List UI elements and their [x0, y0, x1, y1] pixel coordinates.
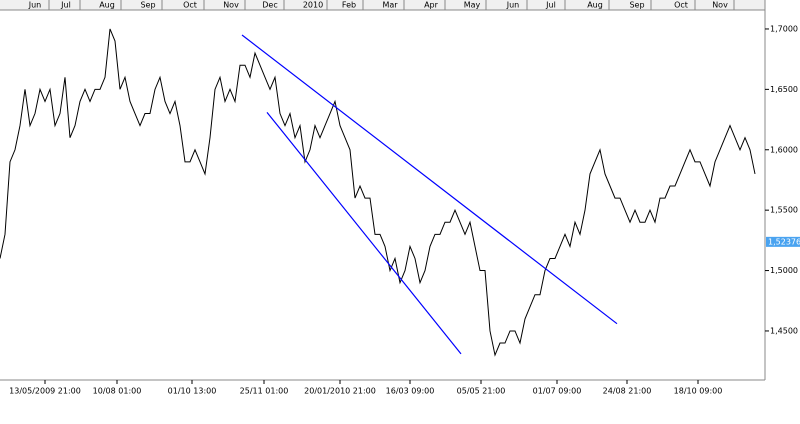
- y-tick-label: 1,5000: [770, 266, 798, 275]
- x-tick-label: 16/03 09:00: [386, 387, 435, 396]
- y-tick-label: 1,5500: [770, 206, 798, 215]
- top-tick-label: Jun: [28, 1, 42, 10]
- y-tick-label: 1,6500: [770, 85, 798, 94]
- top-tick-label: Jul: [60, 1, 71, 10]
- top-tick-label: May: [464, 1, 481, 10]
- x-tick-label: 18/10 09:00: [674, 387, 723, 396]
- top-tick-label: Mar: [382, 1, 398, 10]
- top-tick-label: 2010: [303, 1, 323, 10]
- y-tick-label: 1,7000: [770, 24, 798, 33]
- top-tick-label: Dec: [262, 1, 277, 10]
- top-axis-bar: [0, 0, 765, 10]
- current-price-label: 1,52376: [768, 237, 800, 246]
- top-tick-label: Oct: [674, 1, 688, 10]
- x-tick-label: 01/10 13:00: [168, 387, 217, 396]
- x-tick-label: 24/08 21:00: [603, 387, 652, 396]
- top-tick-label: Nov: [712, 1, 728, 10]
- x-tick-label: 01/07 09:00: [533, 387, 582, 396]
- top-tick-label: Aug: [99, 1, 115, 10]
- y-tick-label: 1,4500: [770, 326, 798, 335]
- top-tick-label: Aug: [587, 1, 603, 10]
- current-price-box: [766, 236, 800, 247]
- trend-line: [266, 111, 462, 355]
- top-tick-label: Oct: [183, 1, 197, 10]
- top-tick-label: Nov: [223, 1, 239, 10]
- x-tick-label: 20/01/2010 21:00: [304, 387, 376, 396]
- x-tick-label: 10/08 01:00: [93, 387, 142, 396]
- top-tick-label: Jun: [506, 1, 520, 10]
- top-tick-label: Sep: [629, 1, 644, 10]
- top-tick-label: Jul: [545, 1, 556, 10]
- top-tick-label: Sep: [140, 1, 155, 10]
- x-tick-label: 05/05 21:00: [457, 387, 506, 396]
- x-tick-label: 13/05/2009 21:00: [9, 387, 81, 396]
- trend-line: [241, 34, 618, 325]
- x-tick-label: 25/11 01:00: [240, 387, 289, 396]
- y-tick-label: 1,6000: [770, 145, 798, 154]
- top-tick-label: Feb: [342, 1, 356, 10]
- price-line: [0, 28, 756, 357]
- top-tick-label: Apr: [424, 1, 439, 10]
